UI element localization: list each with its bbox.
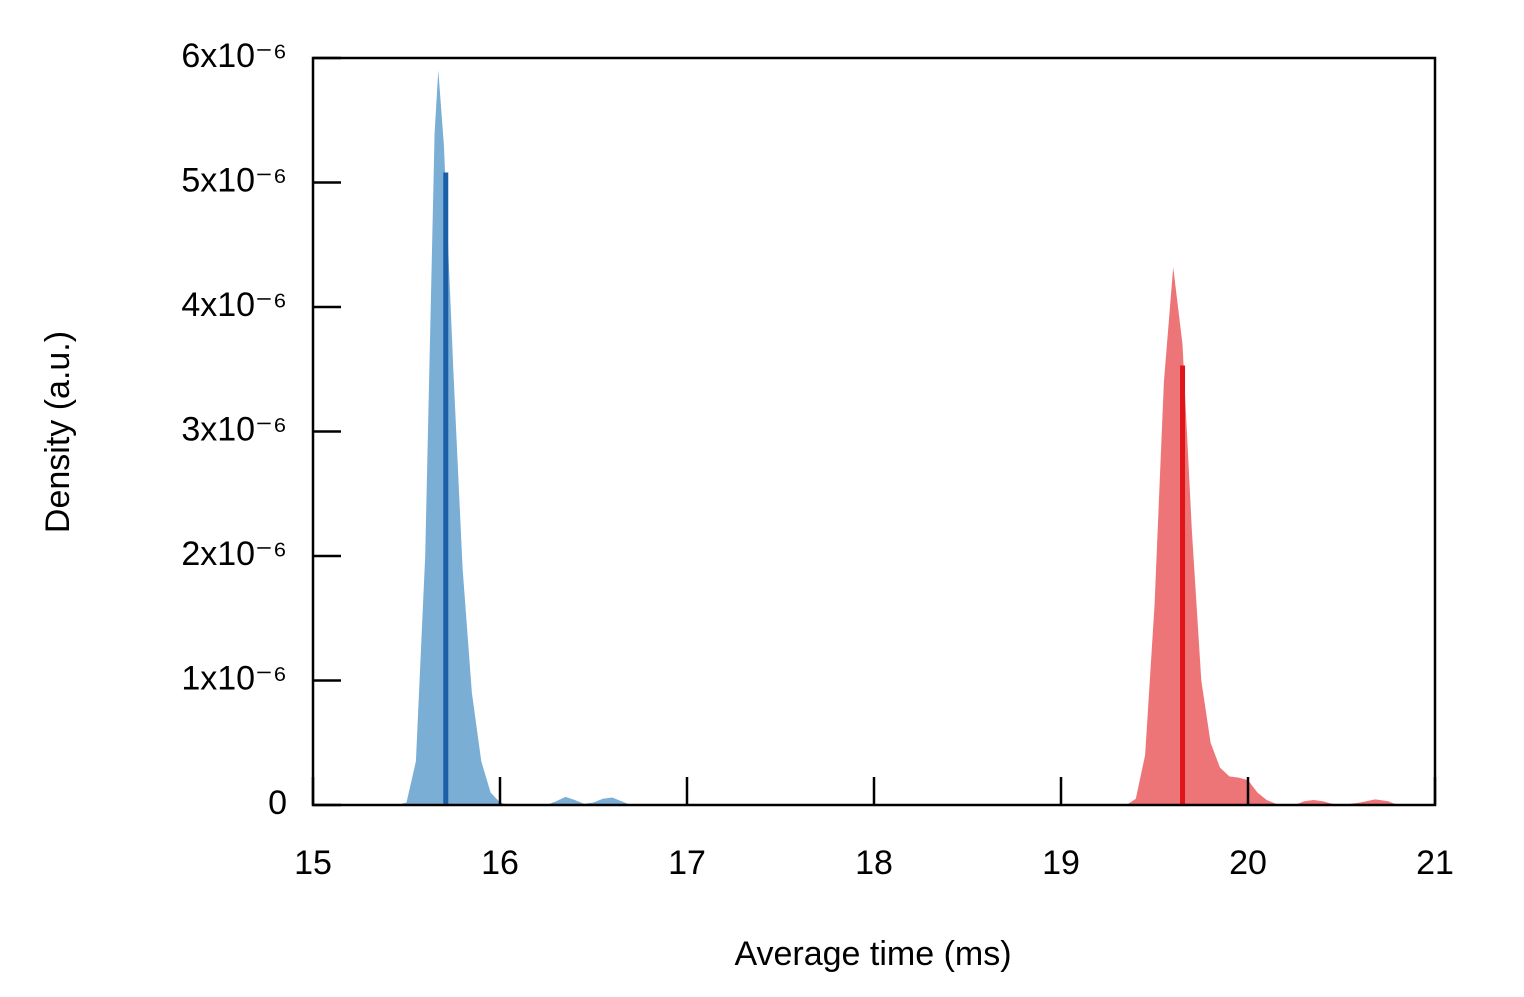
x-axis-label: Average time (ms) [734, 935, 1011, 973]
y-tick-label: 4x10⁻⁶ [181, 286, 287, 324]
x-tick-label: 18 [855, 844, 893, 882]
density-area [1126, 267, 1398, 805]
x-tick-label: 17 [668, 844, 706, 882]
x-tick-label: 21 [1416, 844, 1454, 882]
y-tick-label: 6x10⁻⁶ [181, 37, 287, 75]
x-tick-label: 20 [1229, 844, 1267, 882]
y-tick-label: 0 [268, 784, 287, 822]
plot-frame [311, 56, 1437, 807]
x-tick-label: 19 [1042, 844, 1080, 882]
y-tick-label: 5x10⁻⁶ [181, 161, 287, 199]
x-tick-label: 15 [294, 844, 332, 882]
x-tick-label: 16 [481, 844, 519, 882]
density-area [397, 70, 631, 805]
y-tick-label: 1x10⁻⁶ [181, 659, 287, 697]
y-tick-label: 2x10⁻⁶ [181, 535, 287, 573]
y-tick-label: 3x10⁻⁶ [181, 410, 287, 448]
y-axis-label: Density (a.u.) [39, 331, 77, 533]
